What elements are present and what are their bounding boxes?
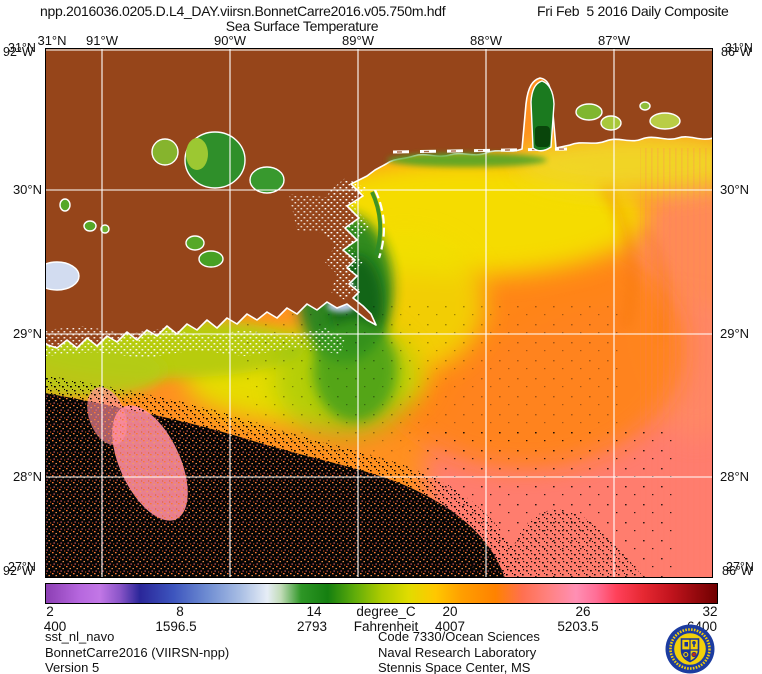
credit-region-name: BonnetCarre2016 (VIIRSN-npp) [45,644,230,660]
colorbar-unit-celsius: degree_C [356,604,416,619]
colorbar-tick-f-4007: 4007 [434,619,466,634]
colorbar-unit-fahrenheit: Fahrenheit [353,619,419,634]
lake-maurepas [151,138,179,166]
credit-version: Version 5 [45,660,100,674]
credit-org-name: Naval Research Laboratory [378,644,537,660]
colorbar-tick-c-20: 20 [442,604,458,619]
corner-label-bl-lat: 27°N [8,560,36,574]
axis-label-88w: 88°W [470,33,502,48]
map-frame [45,48,713,578]
grid-lines [45,48,713,578]
colorbar-tick-c-32: 32 [702,604,718,619]
axis-label-left-29n: 29°N [12,326,42,341]
credit-org-block: Code 7330/Ocean Sciences Naval Research … [378,629,540,674]
corner-label-tr-lat: 31°N [725,41,753,55]
credit-org-loc: Stennis Space Center, MS [378,660,531,674]
chandeleur-islands [370,189,386,259]
axis-label-91w: 91°W [86,33,118,48]
atchafalaya-bay [45,261,80,291]
header-date: Fri Feb 5 2016 Daily Composite [537,3,729,19]
pensacola-bay [575,103,603,121]
credit-product-name: sst_nl_navo [45,629,115,644]
choctawhatchee-bay [649,112,681,130]
axis-label-87w: 87°W [598,33,630,48]
colorbar-tick-f-5203: 5203.5 [557,619,599,634]
colorbar-tick-f-2793: 2793 [296,619,328,634]
lac-des-allemands [185,235,205,251]
colorbar-tick-c-26: 26 [575,604,591,619]
cloud-mask [45,375,675,578]
corner-label-bl-lon: 92°W [3,564,34,578]
corner-label-br-lat: 27°N [726,560,754,574]
corner-label-tl-lon: 92°W [3,45,34,59]
nrl-seal-icon [665,624,715,674]
colorbar-tick-c-2: 2 [46,604,54,619]
axis-label-right-30n: 30°N [720,182,750,197]
axis-label-right-28n: 28°N [720,469,750,484]
axis-label-90w: 90°W [214,33,246,48]
header-filename: npp.2016036.0205.D.L4_DAY.viirsn.BonnetC… [40,3,446,19]
barrier-islands-detail [396,148,566,153]
colorbar-gradient [45,583,718,604]
axis-label-left-30n: 30°N [12,182,42,197]
lake-borgne [249,166,285,194]
mississippi-sound [387,153,547,167]
colorbar-tick-c-8: 8 [176,604,184,619]
axis-label-left-28n: 28°N [12,469,42,484]
colorbar-tick-f-1596: 1596.5 [155,619,197,634]
credit-org-code: Code 7330/Ocean Sciences [378,629,540,644]
colorbar-tick-f-400: 400 [43,619,67,634]
colorbar-tick-c-14: 14 [306,604,322,619]
corner-label-tl-lat: 31°N [8,41,36,55]
page-title: Sea Surface Temperature [225,18,379,34]
credit-product-block: sst_nl_navo BonnetCarre2016 (VIIRSN-npp)… [45,629,229,674]
corner-label-br-lon: 86°W [722,564,753,578]
lake-salvador [198,250,224,268]
axis-label-right-29n: 29°N [720,326,750,341]
corner-label-tr-lon: 86°W [721,45,752,59]
sst-map-canvas [45,48,713,578]
axis-label-89w: 89°W [342,33,374,48]
axis-label-31n: 31°N [37,33,67,48]
